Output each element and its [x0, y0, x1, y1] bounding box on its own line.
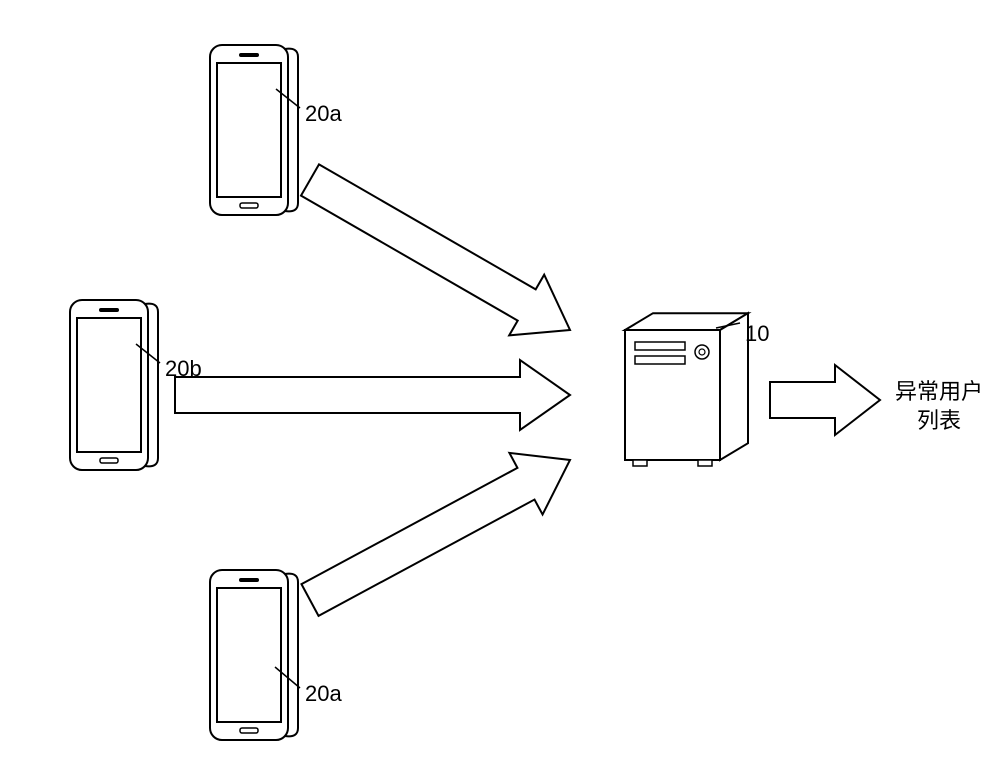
label-phone-mid: 20b	[165, 355, 202, 384]
block-arrow	[175, 360, 570, 430]
phone-device	[70, 300, 158, 470]
block-arrow	[293, 429, 586, 631]
server-box	[625, 313, 748, 466]
phone-device	[210, 570, 298, 740]
label-phone-top: 20a	[305, 100, 342, 129]
phone-device	[210, 45, 298, 215]
block-arrow	[293, 150, 588, 361]
label-server: 10	[745, 320, 769, 349]
label-phone-bottom: 20a	[305, 680, 342, 709]
output-line1: 异常用户	[895, 379, 983, 404]
block-arrow	[770, 365, 880, 435]
output-line2: 列表	[917, 408, 961, 433]
output-text: 异常用户 列表	[895, 378, 983, 435]
